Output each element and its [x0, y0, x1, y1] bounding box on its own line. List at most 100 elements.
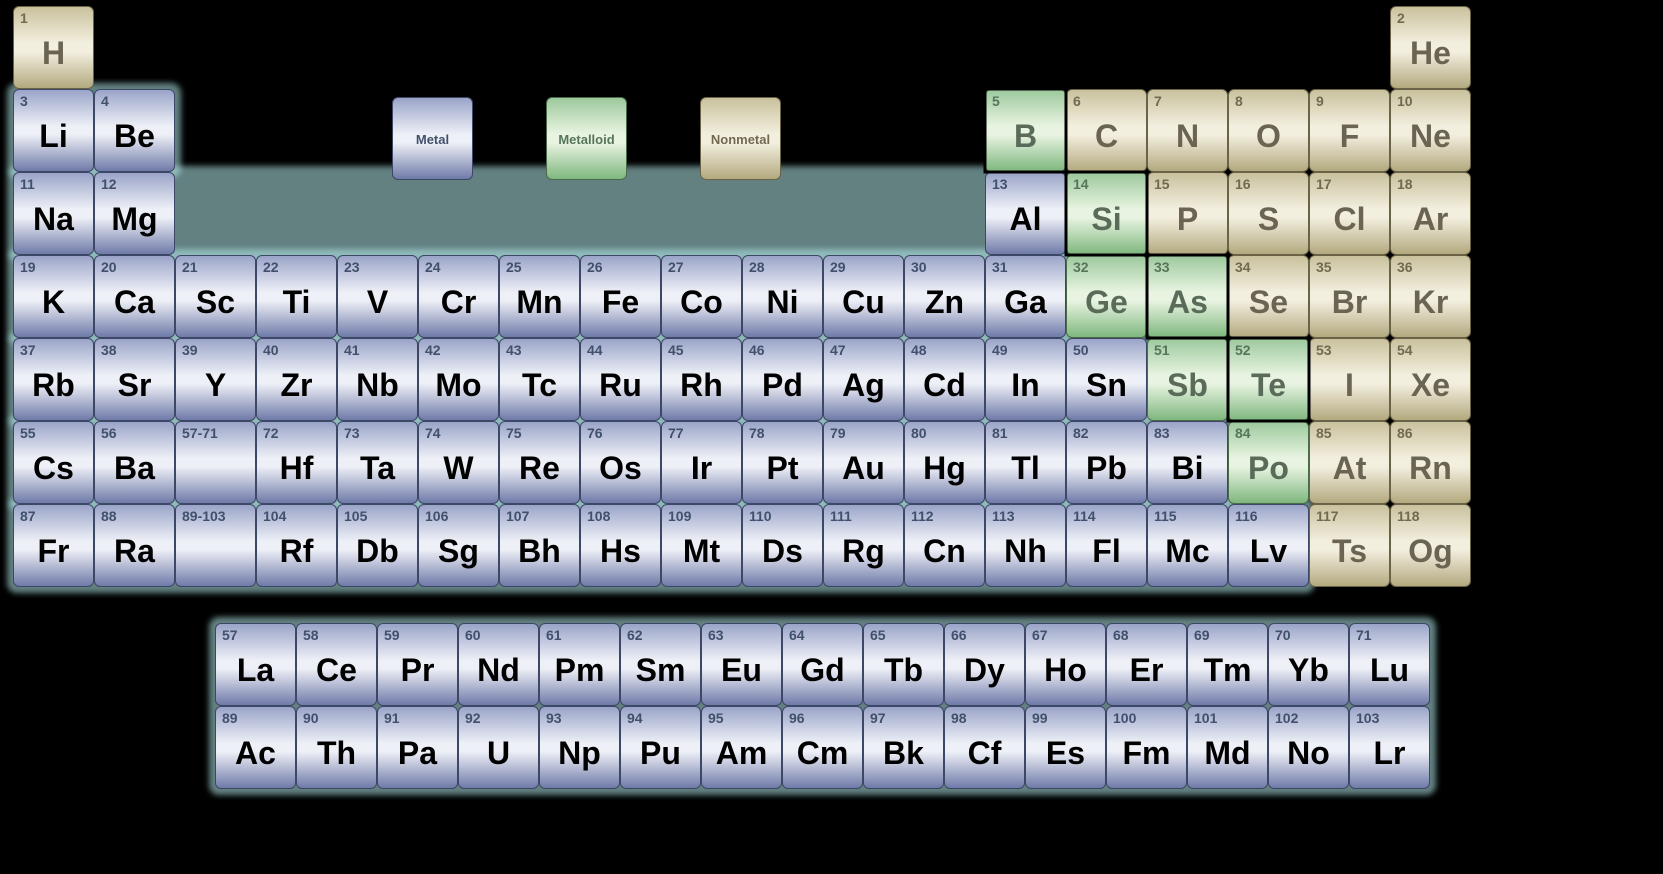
element-cell-No[interactable]: 102No: [1268, 706, 1349, 789]
element-cell-57-71[interactable]: 57-71: [175, 421, 256, 504]
element-cell-Og[interactable]: 118Og: [1390, 504, 1471, 587]
element-cell-Ne[interactable]: 10Ne: [1390, 89, 1471, 172]
element-cell-Yb[interactable]: 70Yb: [1268, 623, 1349, 706]
element-cell-I[interactable]: 53I: [1309, 338, 1390, 421]
element-cell-Sc[interactable]: 21Sc: [175, 255, 256, 338]
element-cell-Ni[interactable]: 28Ni: [742, 255, 823, 338]
element-cell-Pu[interactable]: 94Pu: [620, 706, 701, 789]
element-cell-Hg[interactable]: 80Hg: [904, 421, 985, 504]
element-cell-Np[interactable]: 93Np: [539, 706, 620, 789]
element-cell-Rf[interactable]: 104Rf: [256, 504, 337, 587]
element-cell-Am[interactable]: 95Am: [701, 706, 782, 789]
element-cell-At[interactable]: 85At: [1309, 421, 1390, 504]
element-cell-Sb[interactable]: 51Sb: [1147, 338, 1228, 421]
element-cell-Pm[interactable]: 61Pm: [539, 623, 620, 706]
element-cell-Db[interactable]: 105Db: [337, 504, 418, 587]
element-cell-Se[interactable]: 34Se: [1228, 255, 1309, 338]
element-cell-Re[interactable]: 75Re: [499, 421, 580, 504]
element-cell-F[interactable]: 9F: [1309, 89, 1390, 172]
element-cell-Ho[interactable]: 67Ho: [1025, 623, 1106, 706]
element-cell-Rn[interactable]: 86Rn: [1390, 421, 1471, 504]
element-cell-Tl[interactable]: 81Tl: [985, 421, 1066, 504]
element-cell-Rg[interactable]: 111Rg: [823, 504, 904, 587]
element-cell-Pr[interactable]: 59Pr: [377, 623, 458, 706]
element-cell-Cm[interactable]: 96Cm: [782, 706, 863, 789]
element-cell-H[interactable]: 1H: [13, 6, 94, 89]
element-cell-Mn[interactable]: 25Mn: [499, 255, 580, 338]
element-cell-Sm[interactable]: 62Sm: [620, 623, 701, 706]
element-cell-Sn[interactable]: 50Sn: [1066, 338, 1147, 421]
element-cell-Ir[interactable]: 77Ir: [661, 421, 742, 504]
element-cell-Hs[interactable]: 108Hs: [580, 504, 661, 587]
element-cell-Pa[interactable]: 91Pa: [377, 706, 458, 789]
element-cell-89-103[interactable]: 89-103: [175, 504, 256, 587]
element-cell-Ge[interactable]: 32Ge: [1066, 255, 1147, 338]
element-cell-Fr[interactable]: 87Fr: [13, 504, 94, 587]
element-cell-Y[interactable]: 39Y: [175, 338, 256, 421]
element-cell-Tc[interactable]: 43Tc: [499, 338, 580, 421]
element-cell-Zn[interactable]: 30Zn: [904, 255, 985, 338]
element-cell-Kr[interactable]: 36Kr: [1390, 255, 1471, 338]
element-cell-Mt[interactable]: 109Mt: [661, 504, 742, 587]
element-cell-Na[interactable]: 11Na: [13, 172, 94, 255]
element-cell-Pb[interactable]: 82Pb: [1066, 421, 1147, 504]
element-cell-Co[interactable]: 27Co: [661, 255, 742, 338]
element-cell-Li[interactable]: 3Li: [13, 89, 94, 172]
element-cell-Eu[interactable]: 63Eu: [701, 623, 782, 706]
element-cell-Mc[interactable]: 115Mc: [1147, 504, 1228, 587]
element-cell-La[interactable]: 57La: [215, 623, 296, 706]
element-cell-Ta[interactable]: 73Ta: [337, 421, 418, 504]
element-cell-Ce[interactable]: 58Ce: [296, 623, 377, 706]
element-cell-Mo[interactable]: 42Mo: [418, 338, 499, 421]
element-cell-Sr[interactable]: 38Sr: [94, 338, 175, 421]
element-cell-Bh[interactable]: 107Bh: [499, 504, 580, 587]
element-cell-Ru[interactable]: 44Ru: [580, 338, 661, 421]
element-cell-P[interactable]: 15P: [1147, 172, 1228, 255]
element-cell-Es[interactable]: 99Es: [1025, 706, 1106, 789]
element-cell-Fe[interactable]: 26Fe: [580, 255, 661, 338]
element-cell-Nb[interactable]: 41Nb: [337, 338, 418, 421]
element-cell-O[interactable]: 8O: [1228, 89, 1309, 172]
element-cell-Si[interactable]: 14Si: [1066, 172, 1147, 255]
element-cell-Bi[interactable]: 83Bi: [1147, 421, 1228, 504]
element-cell-Bk[interactable]: 97Bk: [863, 706, 944, 789]
element-cell-Ar[interactable]: 18Ar: [1390, 172, 1471, 255]
element-cell-Nh[interactable]: 113Nh: [985, 504, 1066, 587]
element-cell-Xe[interactable]: 54Xe: [1390, 338, 1471, 421]
element-cell-Ts[interactable]: 117Ts: [1309, 504, 1390, 587]
element-cell-Gd[interactable]: 64Gd: [782, 623, 863, 706]
element-cell-Al[interactable]: 13Al: [985, 172, 1066, 255]
element-cell-C[interactable]: 6C: [1066, 89, 1147, 172]
element-cell-Cd[interactable]: 48Cd: [904, 338, 985, 421]
element-cell-Tb[interactable]: 65Tb: [863, 623, 944, 706]
element-cell-Rb[interactable]: 37Rb: [13, 338, 94, 421]
element-cell-Mg[interactable]: 12Mg: [94, 172, 175, 255]
element-cell-Pd[interactable]: 46Pd: [742, 338, 823, 421]
element-cell-Os[interactable]: 76Os: [580, 421, 661, 504]
element-cell-Rh[interactable]: 45Rh: [661, 338, 742, 421]
element-cell-Tm[interactable]: 69Tm: [1187, 623, 1268, 706]
element-cell-Fm[interactable]: 100Fm: [1106, 706, 1187, 789]
element-cell-Zr[interactable]: 40Zr: [256, 338, 337, 421]
element-cell-Ti[interactable]: 22Ti: [256, 255, 337, 338]
element-cell-In[interactable]: 49In: [985, 338, 1066, 421]
element-cell-Hf[interactable]: 72Hf: [256, 421, 337, 504]
element-cell-W[interactable]: 74W: [418, 421, 499, 504]
element-cell-Cl[interactable]: 17Cl: [1309, 172, 1390, 255]
element-cell-U[interactable]: 92U: [458, 706, 539, 789]
element-cell-Ac[interactable]: 89Ac: [215, 706, 296, 789]
element-cell-Er[interactable]: 68Er: [1106, 623, 1187, 706]
element-cell-N[interactable]: 7N: [1147, 89, 1228, 172]
element-cell-Md[interactable]: 101Md: [1187, 706, 1268, 789]
element-cell-Lv[interactable]: 116Lv: [1228, 504, 1309, 587]
element-cell-Au[interactable]: 79Au: [823, 421, 904, 504]
element-cell-Pt[interactable]: 78Pt: [742, 421, 823, 504]
element-cell-Ca[interactable]: 20Ca: [94, 255, 175, 338]
element-cell-Cf[interactable]: 98Cf: [944, 706, 1025, 789]
element-cell-Ds[interactable]: 110Ds: [742, 504, 823, 587]
element-cell-Cu[interactable]: 29Cu: [823, 255, 904, 338]
element-cell-S[interactable]: 16S: [1228, 172, 1309, 255]
element-cell-He[interactable]: 2He: [1390, 6, 1471, 89]
element-cell-Lr[interactable]: 103Lr: [1349, 706, 1430, 789]
element-cell-Ag[interactable]: 47Ag: [823, 338, 904, 421]
